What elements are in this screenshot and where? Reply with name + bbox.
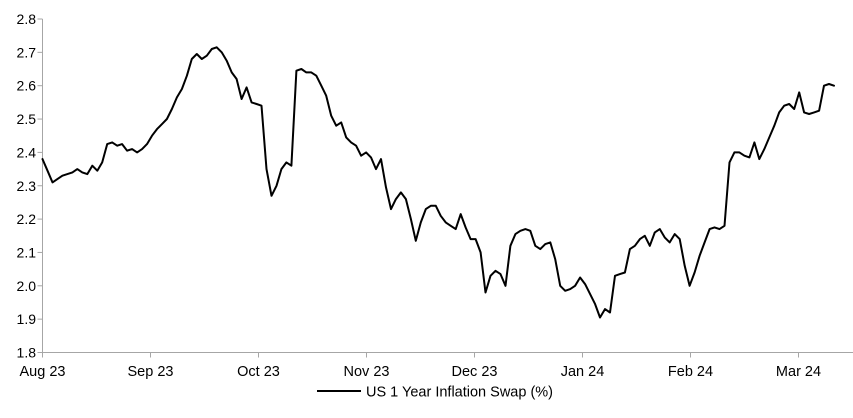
y-axis-label: 2.0 bbox=[17, 278, 37, 294]
y-axis-label: 2.3 bbox=[17, 178, 37, 194]
series-group bbox=[41, 46, 835, 319]
inflation-swap-line bbox=[41, 46, 835, 319]
y-axis-label: 2.6 bbox=[17, 78, 37, 94]
y-axis-label: 2.8 bbox=[17, 11, 37, 27]
x-axis-label: Dec 23 bbox=[452, 364, 498, 380]
y-axis-label: 2.4 bbox=[17, 144, 37, 160]
x-axis-label: Mar 24 bbox=[776, 364, 821, 380]
y-axis-label: 1.8 bbox=[17, 345, 37, 361]
x-axis-label: Feb 24 bbox=[668, 364, 713, 380]
x-axis-label: Aug 23 bbox=[20, 364, 66, 380]
y-axis-label: 2.2 bbox=[17, 211, 37, 227]
axes-group: 2.8 2.7 2.6 2.5 2.4 2.3 2.2 2.1 2.0 1.9 1.8 Aug 23 S… bbox=[17, 11, 853, 380]
x-axis-label: Jan 24 bbox=[561, 364, 605, 380]
y-axis-label: 2.5 bbox=[17, 111, 37, 127]
y-axis-label: 2.1 bbox=[17, 244, 37, 260]
x-axis-label: Oct 23 bbox=[237, 364, 280, 380]
y-axis-label: 1.9 bbox=[17, 311, 37, 327]
y-axis-label: 2.7 bbox=[17, 44, 37, 60]
x-axis-label: Sep 23 bbox=[128, 364, 174, 380]
x-axis-label: Nov 23 bbox=[344, 364, 390, 380]
legend-label: US 1 Year Inflation Swap (%) bbox=[366, 385, 553, 401]
chart-legend: US 1 Year Inflation Swap (%) bbox=[317, 385, 553, 401]
